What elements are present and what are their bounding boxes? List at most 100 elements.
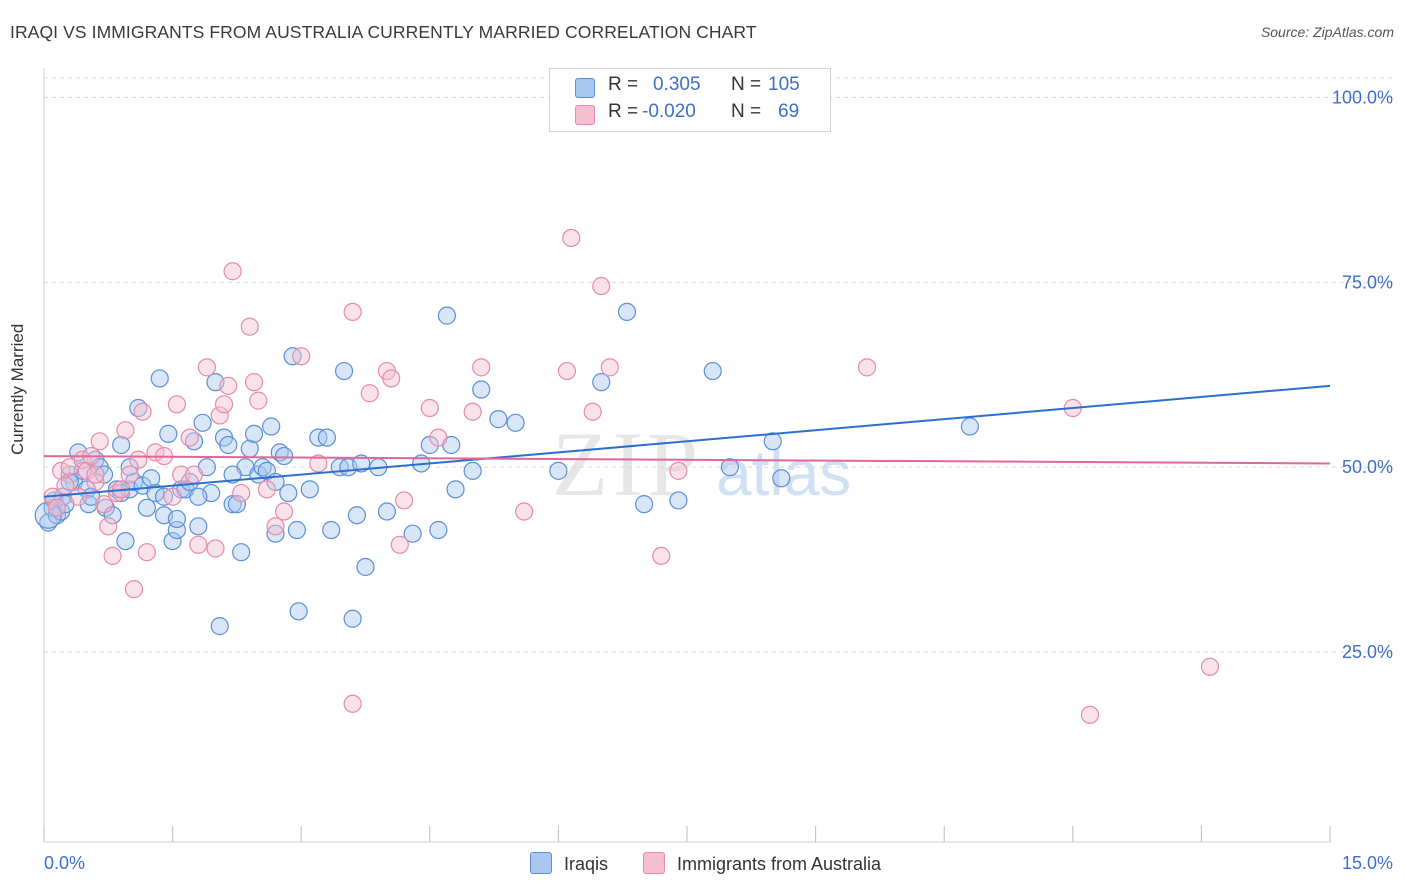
watermark-atlas: atlas	[716, 437, 851, 509]
iraqis-point	[352, 454, 371, 473]
iraqis-point	[403, 524, 422, 543]
iraqis-point	[116, 531, 135, 551]
iraqis-point	[274, 446, 294, 466]
chart-title: IRAQI VS IMMIGRANTS FROM AUSTRALIA CURRE…	[10, 22, 757, 42]
iraqis-trend-line	[43, 384, 1331, 498]
legend-item-iraqis: Iraqis	[530, 852, 608, 875]
australia-point	[249, 391, 268, 410]
australia-point	[86, 472, 105, 492]
australia-point	[600, 358, 619, 377]
australia-point	[206, 539, 225, 558]
australia-point	[274, 502, 294, 521]
n-value: 105	[768, 74, 800, 95]
australia-point	[47, 498, 66, 517]
australia-point	[292, 347, 311, 366]
australia-point	[515, 502, 534, 521]
y-tick-label: 25.0%	[1342, 642, 1393, 662]
australia-point	[129, 450, 148, 469]
iraqis-point	[446, 480, 465, 499]
australia-point	[472, 358, 491, 377]
iraqis-point	[219, 435, 238, 455]
australia-point	[172, 465, 191, 484]
pink-swatch	[643, 852, 665, 874]
iraqis-point	[159, 424, 178, 443]
x-tick-label-min: 0.0%	[44, 853, 85, 873]
iraqis-point	[79, 495, 98, 514]
australia-point	[557, 361, 577, 381]
australia-point	[219, 376, 238, 395]
iraqis-point	[720, 458, 739, 477]
australia-point	[86, 465, 105, 484]
iraqis-point	[347, 506, 367, 525]
iraqis-point	[429, 520, 448, 540]
r-value: 0.305	[653, 74, 701, 95]
iraqis-point	[210, 617, 229, 636]
australia-point	[232, 483, 251, 503]
iraqis-point	[489, 410, 508, 429]
legend-item-australia: Immigrants from Australia	[643, 852, 881, 875]
iraqis-point	[506, 413, 525, 432]
iraqis-point	[703, 361, 722, 381]
australia-point	[184, 465, 204, 484]
iraqis-point	[167, 509, 186, 529]
australia-point	[69, 487, 88, 506]
australia-point	[90, 432, 109, 451]
iraqis-point	[635, 495, 654, 514]
australia-point	[197, 358, 216, 377]
australia-point	[214, 395, 234, 414]
australia-point	[343, 302, 362, 322]
iraqis-point	[189, 487, 208, 506]
n-label: N =	[731, 101, 762, 122]
iraqis-point	[137, 498, 156, 517]
australia-point	[103, 546, 122, 565]
x-tick-labels: 0.0% 15.0%	[44, 853, 1393, 873]
australia-point	[429, 428, 448, 447]
iraqis-point	[472, 380, 491, 399]
legend-label: Immigrants from Australia	[677, 854, 882, 874]
trend-lines	[43, 384, 1331, 498]
iraqis-point	[437, 306, 457, 325]
australia-point	[394, 491, 414, 510]
australia-point	[180, 428, 199, 447]
iraqis-point	[112, 435, 131, 455]
australia-point	[343, 694, 362, 713]
x-tick-label-max: 15.0%	[1342, 853, 1393, 873]
australia-point	[137, 543, 156, 562]
iraqis-points	[34, 302, 980, 636]
australia-point	[669, 461, 688, 480]
iraqis-point	[163, 531, 182, 551]
zipatlas-watermark: ZIP atlas	[552, 413, 851, 515]
blue-swatch	[575, 78, 595, 98]
y-tick-labels: 25.0% 50.0% 75.0% 100.0%	[1332, 88, 1393, 663]
australia-point	[133, 402, 152, 421]
n-value: 69	[778, 101, 800, 122]
axes	[43, 68, 1331, 843]
australia-point	[189, 535, 208, 554]
australia-point	[244, 373, 264, 392]
australia-point	[592, 276, 611, 296]
australia-point	[360, 384, 379, 403]
iraqis-point	[317, 428, 337, 447]
australia-point	[463, 402, 482, 421]
correlation-legend: R = 0.305 N = 105 R = -0.020 N = 69	[549, 68, 831, 132]
australia-point	[1200, 657, 1220, 676]
australia-point	[240, 317, 259, 336]
iraqis-point	[287, 520, 307, 540]
iraqis-point	[669, 491, 688, 510]
iraqis-point	[960, 417, 980, 436]
australia-point	[167, 395, 186, 414]
iraqis-point	[322, 520, 341, 540]
iraqis-point	[289, 602, 308, 621]
legend-row-iraqis: R = 0.305 N = 105	[550, 74, 830, 100]
iraqis-point	[193, 413, 212, 432]
legend-row-australia: R = -0.020 N = 69	[550, 101, 830, 127]
y-tick-label: 50.0%	[1342, 457, 1393, 477]
australia-point	[210, 406, 229, 425]
australia-trend-line	[43, 455, 1331, 465]
y-tick-label: 100.0%	[1332, 88, 1393, 108]
australia-point	[652, 546, 671, 565]
y-axis-label: Currently Married	[8, 323, 27, 455]
iraqis-point	[377, 502, 397, 521]
australia-point	[857, 358, 877, 377]
